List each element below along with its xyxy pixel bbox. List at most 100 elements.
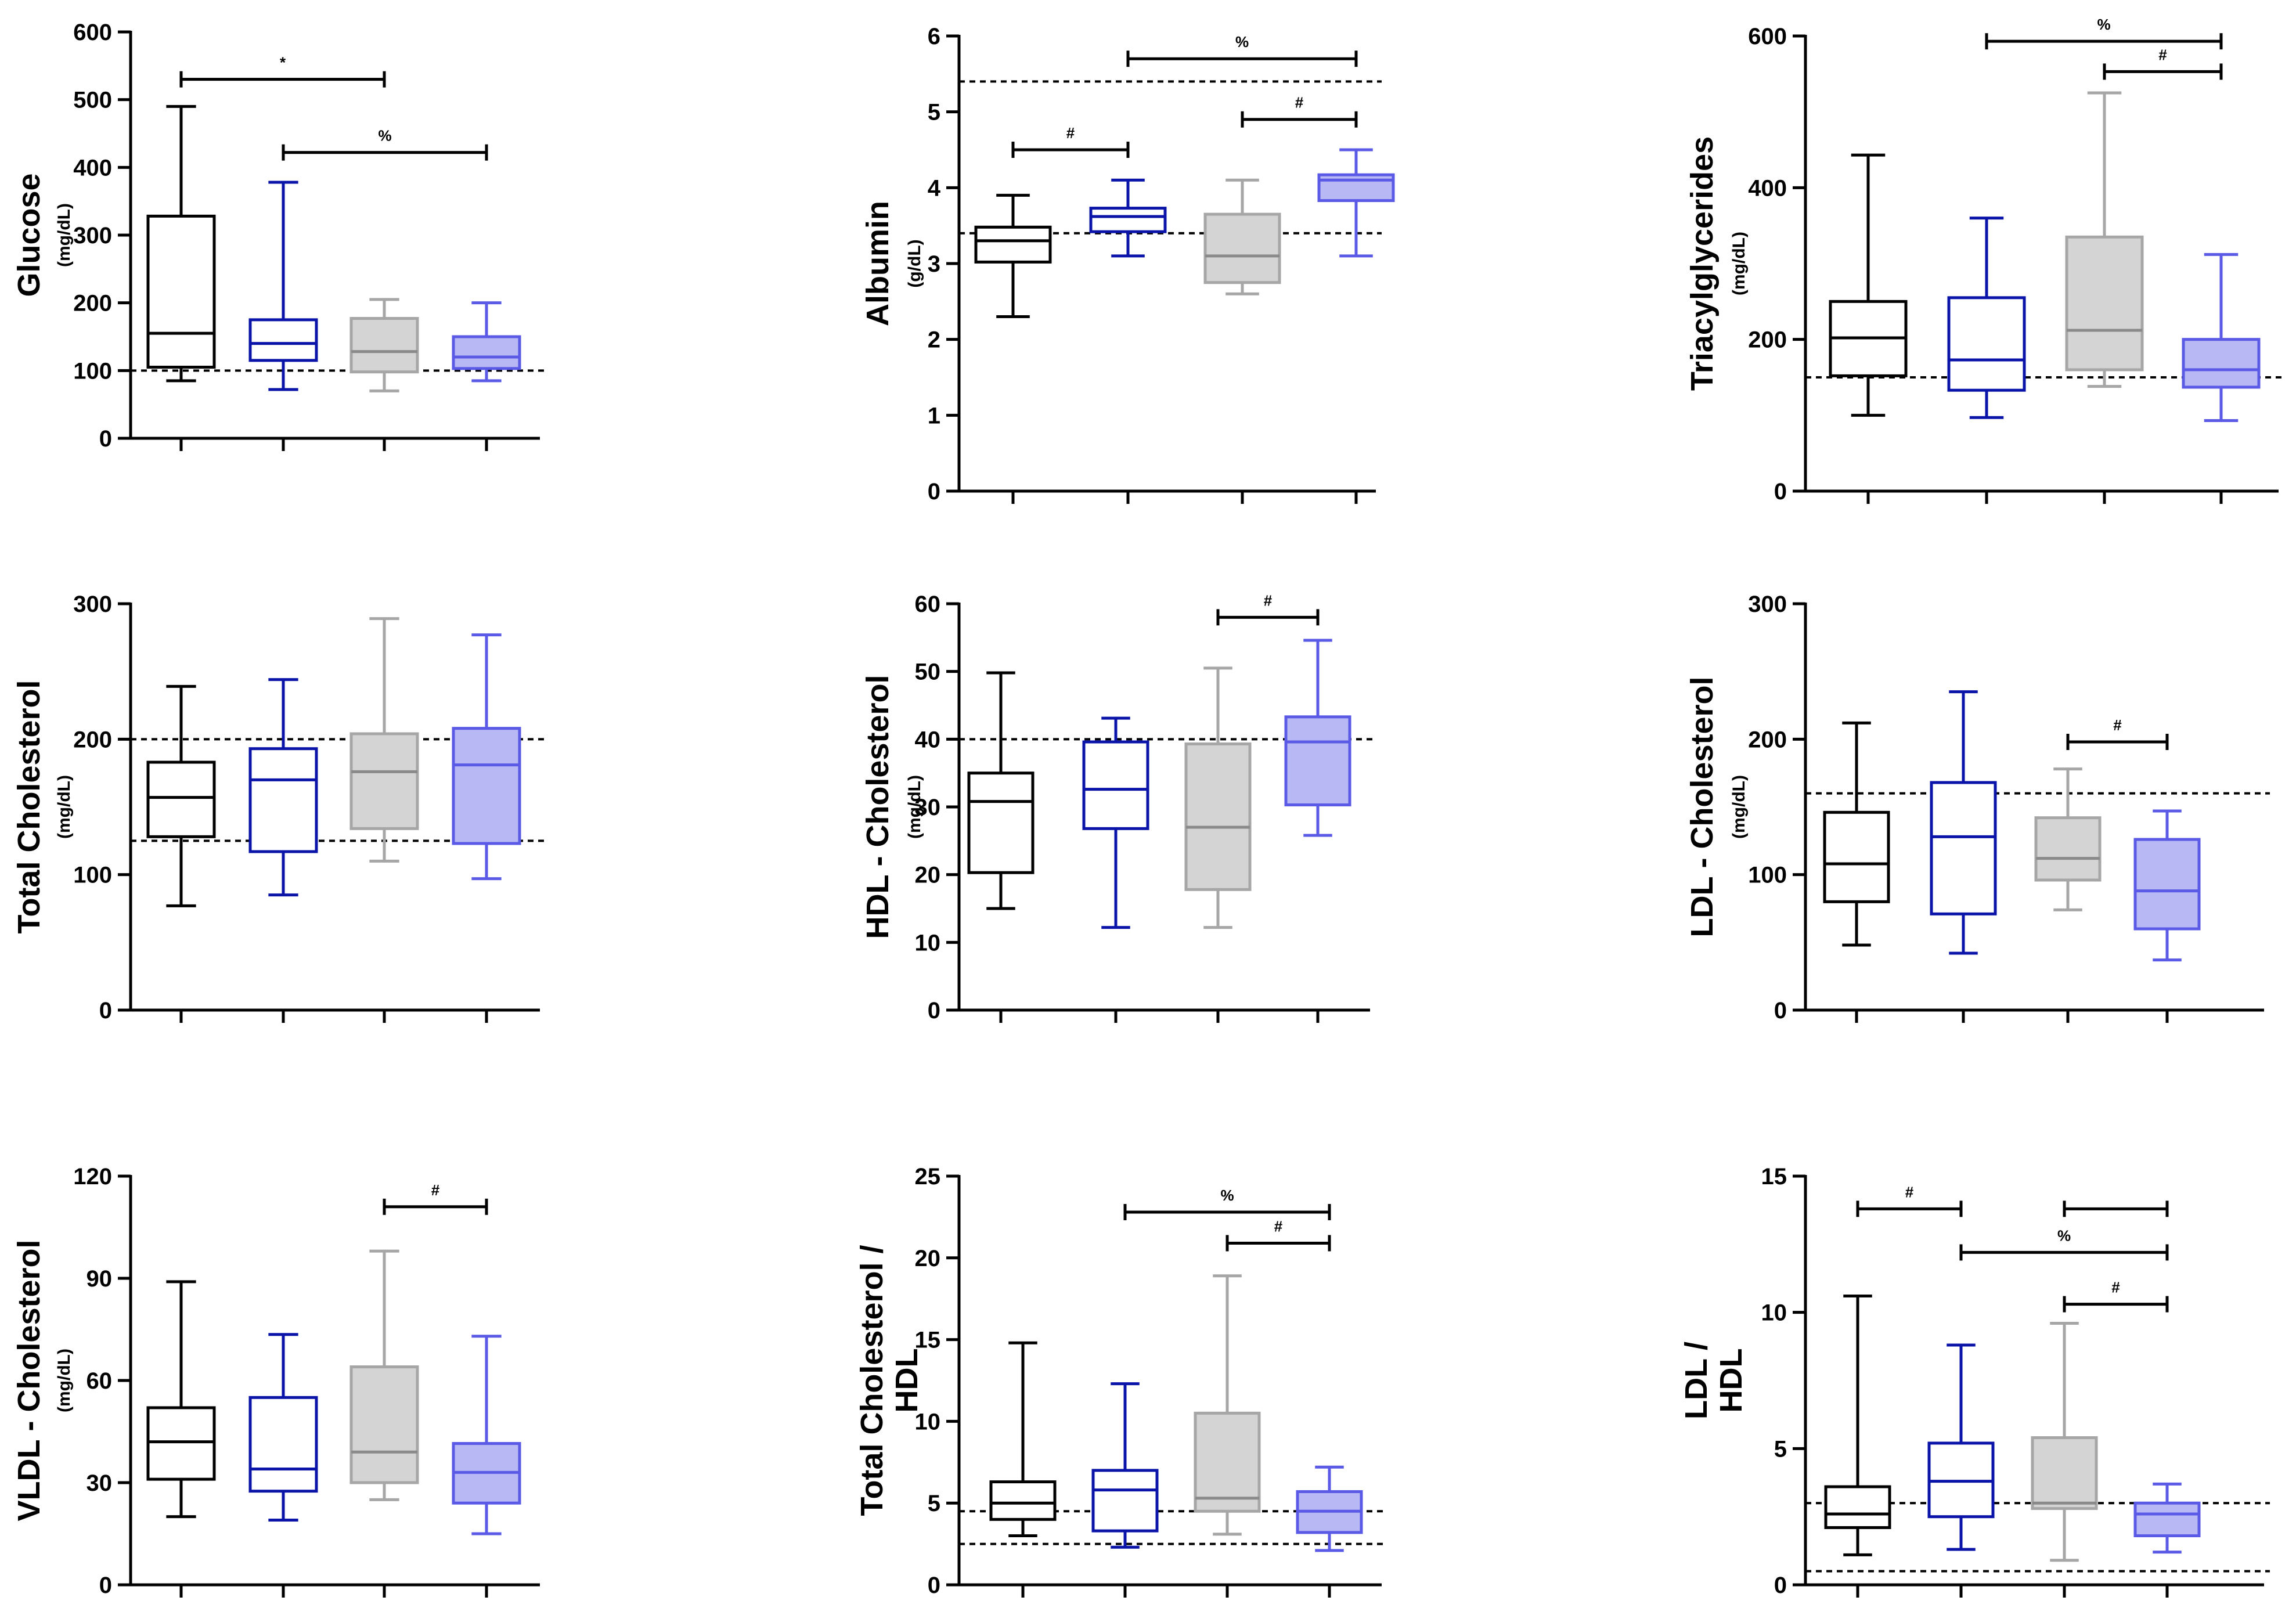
box-iqr bbox=[1089, 207, 1167, 233]
box-group-3 bbox=[1184, 666, 1252, 929]
chart-panel-albumin: 0 1 2 3 4 5 6 Albumin (g/dL) # #% bbox=[860, 24, 1395, 504]
box-iqr bbox=[967, 772, 1035, 874]
y-axis-label: Glucose bbox=[12, 173, 46, 297]
y-tick-label: 4 bbox=[928, 175, 941, 201]
box-iqr bbox=[1184, 742, 1252, 891]
significance-bracket: # bbox=[2103, 46, 2223, 80]
significance-bracket: % bbox=[1985, 16, 2223, 50]
y-tick-label: 50 bbox=[915, 659, 941, 685]
box-iqr bbox=[1082, 740, 1149, 830]
chart-panel-ldl-hdl: 0 5 10 15 LDL / HDL #% # bbox=[1679, 1164, 2270, 1598]
y-axis-label: LDL / bbox=[1679, 1342, 1714, 1419]
chart-panel-total-cholesterol: 0 100 200 300 Total Cholesterol (mg/dL) bbox=[12, 592, 546, 1023]
y-tick-label: 6 bbox=[928, 24, 940, 49]
box-group-2 bbox=[248, 678, 318, 897]
y-tick-label: 0 bbox=[928, 479, 940, 504]
box-iqr bbox=[248, 1396, 318, 1493]
box-group-3 bbox=[2031, 1321, 2098, 1562]
y-axis-unit: (mg/dL) bbox=[55, 203, 74, 267]
box-group-3 bbox=[2065, 91, 2144, 388]
y-tick-label: 0 bbox=[1774, 998, 1787, 1023]
box-iqr bbox=[452, 727, 521, 845]
significance-label: # bbox=[1264, 592, 1273, 609]
significance-bracket: # bbox=[2066, 716, 2169, 750]
y-tick-label: 0 bbox=[928, 1573, 940, 1598]
box-group-1 bbox=[1829, 153, 1908, 417]
significance-label: # bbox=[2158, 46, 2167, 63]
y-axis-unit: (mg/dL) bbox=[55, 1349, 74, 1412]
box-iqr bbox=[349, 1365, 419, 1484]
box-group-2 bbox=[1927, 1343, 1995, 1551]
significance-bracket: # bbox=[1216, 592, 1320, 626]
box-group-4 bbox=[2133, 809, 2201, 962]
y-tick-label: 15 bbox=[1761, 1164, 1787, 1189]
box-group-3 bbox=[2034, 767, 2102, 911]
box-group-1 bbox=[146, 1280, 216, 1519]
box-group-4 bbox=[2182, 253, 2261, 422]
box-group-2 bbox=[248, 1333, 318, 1522]
significance-bracket: % bbox=[282, 127, 488, 161]
box-iqr bbox=[2133, 1501, 2201, 1538]
significance-bracket: # bbox=[2063, 1279, 2169, 1313]
significance-label: * bbox=[280, 54, 286, 71]
significance-label: # bbox=[2113, 716, 2122, 734]
y-tick-label: 300 bbox=[73, 223, 112, 248]
box-group-2 bbox=[1089, 178, 1167, 258]
box-group-4 bbox=[1284, 639, 1351, 837]
box-iqr bbox=[1824, 1485, 1891, 1529]
y-tick-label: 10 bbox=[915, 1409, 941, 1434]
y-tick-label: 0 bbox=[99, 998, 112, 1023]
significance-label: % bbox=[2057, 1227, 2071, 1244]
box-group-1 bbox=[1823, 721, 1890, 947]
y-tick-label: 300 bbox=[73, 592, 112, 617]
box-group-3 bbox=[349, 617, 419, 863]
significance-label: % bbox=[2097, 16, 2110, 33]
y-tick-label: 200 bbox=[73, 727, 112, 752]
box-iqr bbox=[146, 214, 216, 369]
box-group-4 bbox=[1296, 1465, 1363, 1552]
y-tick-label: 30 bbox=[915, 795, 941, 820]
y-tick-label: 600 bbox=[73, 20, 112, 45]
significance-label: % bbox=[1235, 33, 1249, 51]
box-group-2 bbox=[1947, 217, 2026, 419]
y-tick-label: 2 bbox=[928, 327, 940, 353]
box-iqr bbox=[1823, 810, 1890, 903]
y-tick-label: 0 bbox=[928, 998, 940, 1023]
box-group-4 bbox=[452, 633, 521, 881]
y-tick-label: 5 bbox=[928, 100, 940, 125]
significance-bracket: # bbox=[1011, 124, 1130, 158]
chart-panel-glucose: 0 100 200 300 400 500 600 Glucose (mg/dL) *% bbox=[12, 20, 546, 452]
box-iqr bbox=[974, 225, 1052, 264]
y-tick-label: 400 bbox=[73, 155, 112, 181]
box-group-3 bbox=[349, 1249, 419, 1501]
box-group-4 bbox=[1317, 148, 1395, 258]
y-tick-label: 90 bbox=[86, 1266, 113, 1292]
y-tick-label: 25 bbox=[915, 1164, 941, 1189]
box-iqr bbox=[1284, 715, 1351, 807]
box-iqr bbox=[349, 732, 419, 830]
chart-panel-total-cholesterol-hdl: 0 5 10 15 20 25 Total Cholesterol / HDL #% bbox=[855, 1164, 1387, 1598]
y-tick-label: 300 bbox=[1748, 592, 1787, 617]
y-axis-label: HDL bbox=[1714, 1349, 1749, 1413]
y-tick-label: 3 bbox=[928, 251, 940, 277]
y-axis-unit: (mg/dL) bbox=[1729, 775, 1749, 839]
box-group-4 bbox=[2133, 1482, 2201, 1554]
box-iqr bbox=[349, 317, 419, 374]
box-iqr bbox=[1091, 1469, 1159, 1533]
significance-bracket: * bbox=[179, 54, 386, 88]
significance-label: # bbox=[1066, 124, 1075, 142]
y-tick-label: 10 bbox=[915, 930, 941, 956]
box-group-1 bbox=[989, 1341, 1057, 1538]
box-group-1 bbox=[974, 193, 1052, 318]
box-group-1 bbox=[967, 671, 1035, 910]
y-tick-label: 0 bbox=[99, 1573, 112, 1598]
box-iqr bbox=[1194, 1411, 1261, 1513]
y-axis-label: Triacylglycerides bbox=[1685, 136, 1720, 391]
y-tick-label: 10 bbox=[1761, 1300, 1787, 1326]
box-iqr bbox=[1203, 212, 1281, 284]
significance-label: % bbox=[378, 127, 391, 145]
box-group-2 bbox=[1930, 690, 1997, 955]
box-iqr bbox=[248, 747, 318, 853]
y-tick-label: 0 bbox=[1774, 1573, 1787, 1598]
